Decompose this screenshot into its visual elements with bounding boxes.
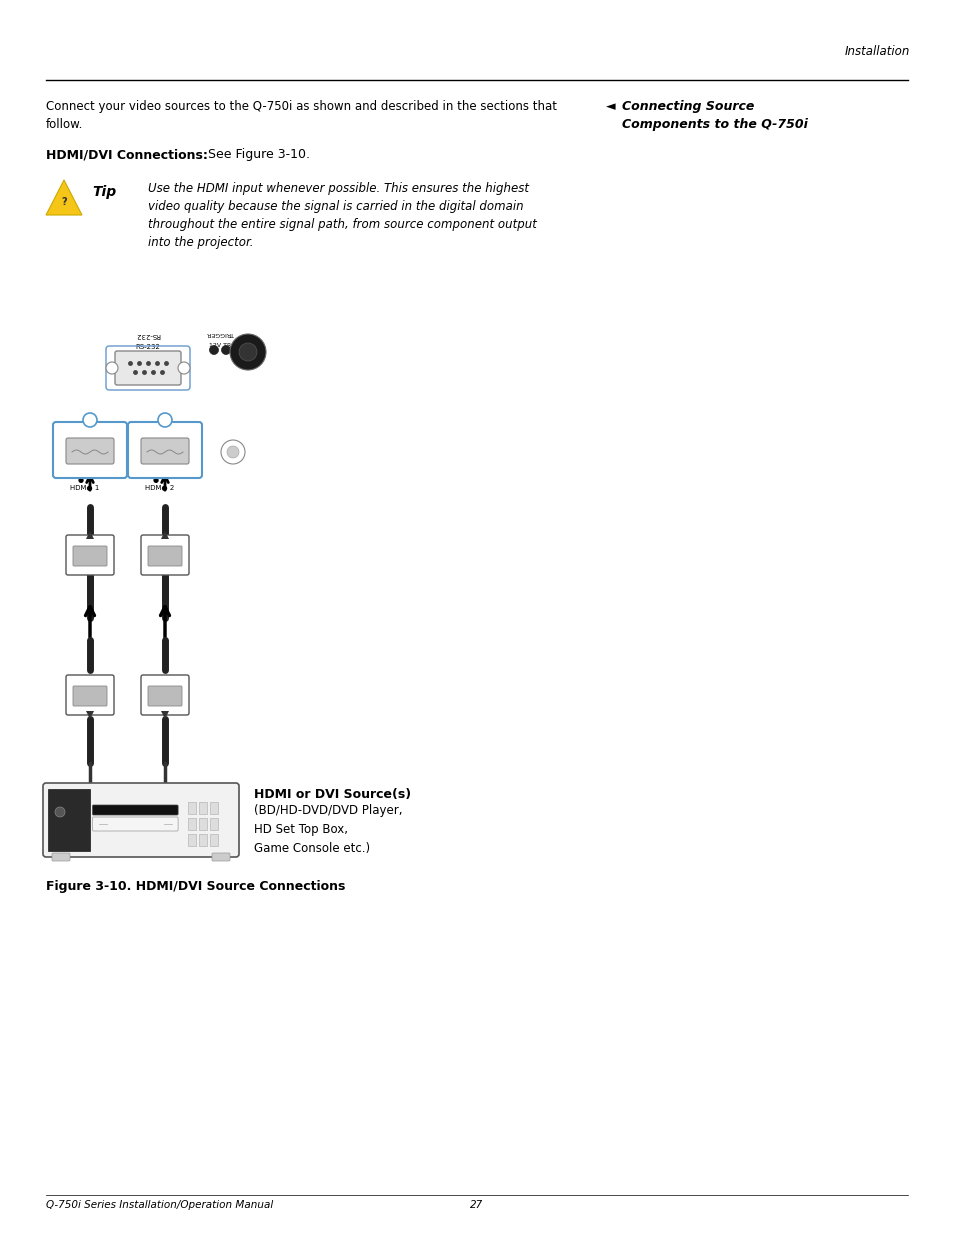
Text: (BD/HD-DVD/DVD Player,
HD Set Top Box,
Game Console etc.): (BD/HD-DVD/DVD Player, HD Set Top Box, G… <box>253 804 402 855</box>
Circle shape <box>221 440 245 464</box>
FancyBboxPatch shape <box>141 535 189 576</box>
Circle shape <box>106 362 118 374</box>
Text: ● 2: ● 2 <box>152 477 166 483</box>
FancyBboxPatch shape <box>148 546 182 566</box>
FancyBboxPatch shape <box>128 422 202 478</box>
FancyBboxPatch shape <box>92 818 178 831</box>
Polygon shape <box>86 711 94 719</box>
Text: HDM● 2: HDM● 2 <box>145 485 174 492</box>
Circle shape <box>83 412 97 427</box>
Polygon shape <box>161 531 169 538</box>
FancyBboxPatch shape <box>148 685 182 706</box>
Text: Q-750i Series Installation/Operation Manual: Q-750i Series Installation/Operation Man… <box>46 1200 273 1210</box>
Text: ◄: ◄ <box>605 100 623 112</box>
FancyBboxPatch shape <box>53 422 127 478</box>
Text: HDMI/DVI Connections:: HDMI/DVI Connections: <box>46 148 208 161</box>
FancyBboxPatch shape <box>115 351 181 385</box>
FancyBboxPatch shape <box>212 853 230 861</box>
FancyBboxPatch shape <box>141 676 189 715</box>
Polygon shape <box>161 711 169 719</box>
Circle shape <box>55 806 65 818</box>
Circle shape <box>210 346 218 354</box>
Text: See Figure 3-10.: See Figure 3-10. <box>204 148 310 161</box>
Text: TRIGGER: TRIGGER <box>206 331 233 336</box>
Text: Use the HDMI input whenever possible. This ensures the highest
video quality bec: Use the HDMI input whenever possible. Th… <box>148 182 537 249</box>
Text: Tip: Tip <box>91 185 116 199</box>
Text: RS-232: RS-232 <box>135 332 160 338</box>
FancyBboxPatch shape <box>48 789 90 851</box>
FancyBboxPatch shape <box>211 834 218 846</box>
Text: Connecting Source
Components to the Q-750i: Connecting Source Components to the Q-75… <box>621 100 807 131</box>
Polygon shape <box>46 180 82 215</box>
FancyBboxPatch shape <box>43 783 239 857</box>
Text: RS-232: RS-232 <box>135 345 160 350</box>
Text: HDMI or DVI Source(s): HDMI or DVI Source(s) <box>253 788 411 802</box>
FancyBboxPatch shape <box>73 685 107 706</box>
Text: Figure 3-10. HDMI/DVI Source Connections: Figure 3-10. HDMI/DVI Source Connections <box>46 881 345 893</box>
FancyBboxPatch shape <box>66 535 113 576</box>
Circle shape <box>221 346 231 354</box>
Circle shape <box>178 362 190 374</box>
Circle shape <box>227 446 239 458</box>
FancyBboxPatch shape <box>52 853 70 861</box>
FancyBboxPatch shape <box>66 438 113 464</box>
FancyBboxPatch shape <box>199 818 208 830</box>
FancyBboxPatch shape <box>199 834 208 846</box>
Text: 27: 27 <box>470 1200 483 1210</box>
FancyBboxPatch shape <box>189 834 196 846</box>
Circle shape <box>230 333 266 370</box>
FancyBboxPatch shape <box>211 818 218 830</box>
Text: Connect your video sources to the Q-750i as shown and described in the sections : Connect your video sources to the Q-750i… <box>46 100 557 131</box>
Text: ?: ? <box>61 198 67 207</box>
FancyBboxPatch shape <box>211 802 218 814</box>
Text: Installation: Installation <box>843 44 909 58</box>
FancyBboxPatch shape <box>189 818 196 830</box>
FancyBboxPatch shape <box>92 805 178 815</box>
Circle shape <box>158 412 172 427</box>
FancyBboxPatch shape <box>66 676 113 715</box>
Text: HDM● 1: HDM● 1 <box>70 485 99 492</box>
FancyBboxPatch shape <box>141 438 189 464</box>
FancyBboxPatch shape <box>199 802 208 814</box>
Polygon shape <box>86 531 94 538</box>
Text: ● 1: ● 1 <box>78 477 91 483</box>
Circle shape <box>239 343 256 361</box>
Text: 12V TR: 12V TR <box>209 343 231 348</box>
FancyBboxPatch shape <box>189 802 196 814</box>
FancyBboxPatch shape <box>73 546 107 566</box>
